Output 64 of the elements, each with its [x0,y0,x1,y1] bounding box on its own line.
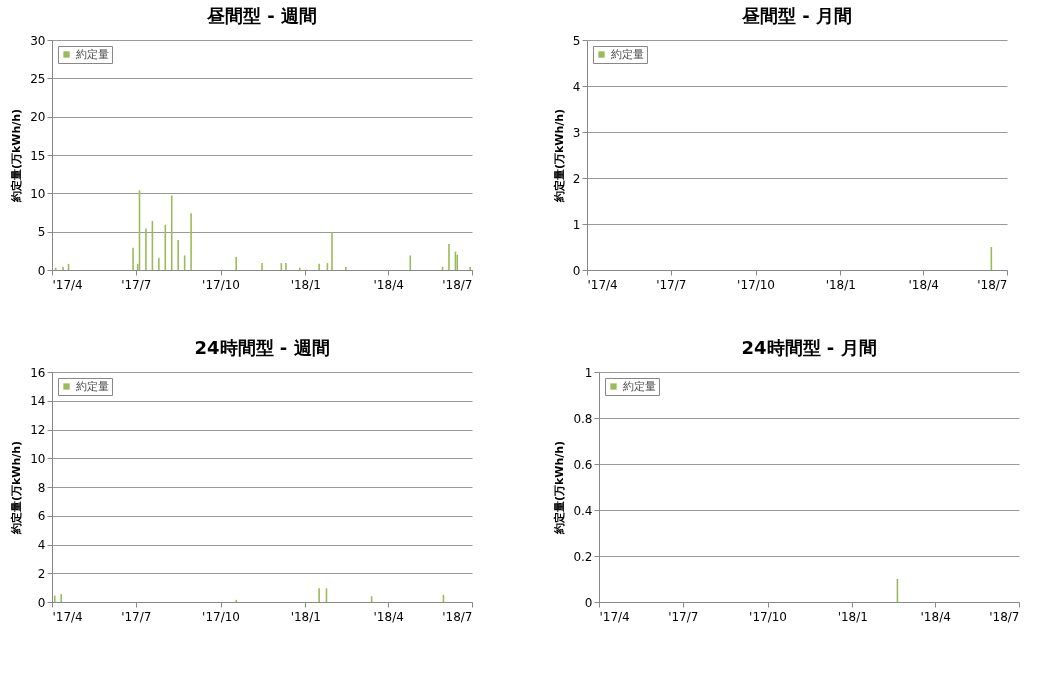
x-tick-label: '18/7 [977,277,1008,292]
y-tick-label: 4 [572,79,581,94]
x-tick-label: '18/4 [373,609,404,624]
y-tick-label: 16 [30,365,46,380]
x-tick-label: '18/1 [290,609,321,624]
y-tick-label: 20 [30,110,46,125]
y-tick-label: 3 [572,125,581,140]
x-tick-label: '17/7 [656,277,687,292]
y-tick-label: 0.6 [573,457,593,472]
x-tick-label: '18/7 [442,609,473,624]
y-tick-label: 2 [572,171,581,186]
y-tick-label: 0 [572,263,581,278]
legend-label: 約定量 [623,379,656,393]
x-tick-label: '18/7 [989,609,1020,624]
x-tick-label: '18/1 [825,277,856,292]
x-tick-label: '17/4 [599,609,630,624]
y-tick-label: 5 [37,225,46,240]
x-tick-label: '18/1 [290,277,321,292]
legend-label: 約定量 [76,379,109,393]
y-tick-label: 1 [584,365,593,380]
x-tick-label: '17/10 [202,609,240,624]
x-tick-label: '17/10 [202,277,240,292]
y-tick-label: 25 [30,71,46,86]
x-tick-label: '17/7 [668,609,699,624]
x-tick-label: '18/7 [442,277,473,292]
y-tick-label: 15 [30,148,46,163]
y-tick-label: 0 [584,595,593,610]
y-tick-label: 14 [30,394,46,409]
y-tick-label: 6 [37,509,46,524]
x-tick-label: '17/10 [737,277,775,292]
y-tick-label: 0.8 [573,411,593,426]
y-axis-title: 約定量(万kWh/h) [553,440,567,536]
x-tick-label: '18/4 [373,277,404,292]
x-tick-label: '17/10 [749,609,787,624]
y-tick-label: 0.2 [573,549,593,564]
x-tick-label: '18/4 [908,277,939,292]
y-tick-label: 0.4 [573,503,593,518]
x-tick-label: '17/4 [587,277,618,292]
y-tick-label: 30 [30,33,46,48]
x-tick-label: '17/4 [52,277,83,292]
legend-label: 約定量 [76,47,109,61]
y-tick-label: 0 [37,595,46,610]
x-tick-label: '18/1 [837,609,868,624]
y-tick-label: 5 [572,33,581,48]
chart-title: 24時間型 - 週間 [194,337,330,358]
y-tick-label: 12 [30,423,46,437]
y-axis-title: 約定量(万kWh/h) [552,108,566,204]
y-axis-title: 約定量(万kWh/h) [10,440,24,536]
y-tick-label: 0 [37,263,46,278]
y-tick-label: 10 [30,186,46,201]
y-tick-label: 8 [37,480,46,495]
y-tick-label: 10 [30,451,46,466]
x-tick-label: '17/7 [121,609,152,624]
y-tick-label: 1 [572,217,581,232]
chart-title: 昼間型 - 週間 [205,5,318,26]
x-tick-label: '17/4 [52,609,83,624]
y-tick-label: 2 [37,566,46,581]
y-tick-label: 4 [37,538,46,552]
chart-title: 24時間型 - 月間 [741,337,877,358]
legend-label: 約定量 [611,47,644,61]
y-axis-title: 約定量(万kWh/h) [10,108,24,204]
x-tick-label: '17/7 [121,277,152,292]
x-tick-label: '18/4 [920,609,951,624]
chart-title: 昼間型 - 月間 [740,5,853,26]
